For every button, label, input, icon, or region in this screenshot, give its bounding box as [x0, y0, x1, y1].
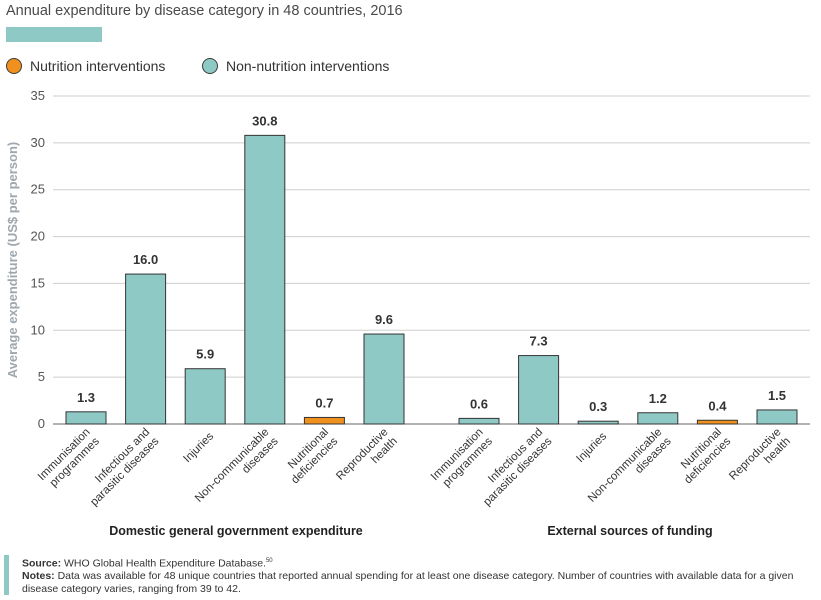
- y-axis-label: Average expenditure (US$ per person): [5, 142, 20, 378]
- chart-title: Annual expenditure by disease category i…: [6, 3, 403, 19]
- bar-value-label: 16.0: [133, 252, 158, 267]
- x-tick-label: Immunisationprogrammes: [429, 426, 495, 492]
- bar: [125, 273, 167, 425]
- y-tick-label: 20: [31, 229, 45, 244]
- y-tick-label: 25: [31, 182, 45, 197]
- legend-label-non-nutrition: Non-nutrition interventions: [226, 58, 390, 74]
- y-tick-label: 15: [31, 275, 45, 290]
- title-accent-bar: [6, 27, 102, 42]
- y-tick-label: 5: [38, 369, 45, 384]
- source-label: Source:: [22, 557, 62, 570]
- source-accent-stripe: [4, 555, 9, 595]
- y-tick-label: 0: [38, 416, 45, 431]
- bar: [363, 333, 405, 425]
- bar: [244, 134, 286, 425]
- bar: [458, 417, 500, 425]
- source-ref: 50: [265, 558, 273, 564]
- x-tick-label: Injuries: [181, 430, 216, 465]
- bar-value-label: 30.8: [252, 113, 277, 128]
- x-tick-label: Injuries: [574, 430, 609, 465]
- y-tick-label: 10: [31, 322, 45, 337]
- source-text: WHO Global Health Expenditure Database.: [64, 557, 266, 570]
- bar: [184, 368, 226, 425]
- bar-value-label: 0.4: [708, 398, 727, 413]
- bar-value-label: 0.7: [315, 395, 333, 410]
- notes-label: Notes:: [22, 570, 55, 582]
- bar-value-label: 1.5: [768, 388, 786, 403]
- bar: [577, 420, 619, 425]
- source-text-block: Source: WHO Global Health Expenditure Da…: [22, 555, 802, 595]
- bar: [696, 419, 738, 425]
- notes-text: Data was available for 48 unique countri…: [22, 570, 794, 595]
- bar-value-label: 1.2: [649, 391, 667, 406]
- x-tick-label: Nutritionaldeficiencies: [673, 426, 733, 486]
- bar-value-label: 5.9: [196, 347, 214, 362]
- bar: [637, 412, 679, 425]
- group-label: Domestic general government expenditure: [109, 524, 363, 538]
- x-tick-label: Reproductivehealth: [727, 426, 793, 492]
- x-tick-label-line: Injuries: [574, 430, 609, 465]
- bar-value-label: 0.3: [589, 399, 607, 414]
- bar: [756, 409, 798, 425]
- legend-swatch-non-nutrition: [202, 58, 218, 74]
- bar: [518, 355, 560, 425]
- bar: [303, 416, 345, 425]
- x-tick-label: Reproductivehealth: [334, 426, 400, 492]
- source-notes: Source: WHO Global Health Expenditure Da…: [0, 553, 821, 600]
- y-tick-label: 35: [31, 88, 45, 103]
- bar: [65, 411, 107, 425]
- x-tick-label-line: Injuries: [181, 430, 216, 465]
- legend-swatch-nutrition: [6, 58, 22, 74]
- bar-value-label: 1.3: [77, 390, 95, 405]
- y-tick-label: 30: [31, 135, 45, 150]
- group-label: External sources of funding: [547, 524, 712, 538]
- bar-value-label: 9.6: [375, 312, 393, 327]
- bar-value-label: 7.3: [530, 334, 548, 349]
- bar-chart: 0 5 10 15 20 25 30 35 Average expenditure (US$ p…: [5, 88, 810, 538]
- x-tick-label: Nutritionaldeficiencies: [280, 426, 340, 486]
- x-tick-label: Immunisationprogrammes: [36, 426, 102, 492]
- legend-label-nutrition: Nutrition interventions: [30, 58, 166, 74]
- bar-value-label: 0.6: [470, 396, 488, 411]
